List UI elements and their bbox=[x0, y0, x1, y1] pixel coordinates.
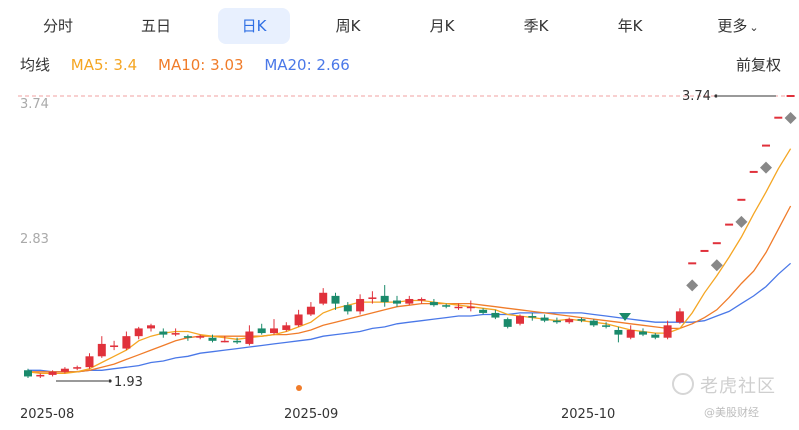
candle-body bbox=[405, 298, 414, 304]
candle-body bbox=[356, 298, 365, 312]
candle-body bbox=[171, 333, 180, 335]
signal-down-triangle-icon bbox=[619, 313, 631, 321]
candle-body bbox=[85, 356, 94, 368]
high-marker-label: 3.74 bbox=[682, 89, 711, 104]
candle-body bbox=[528, 316, 537, 318]
ma20-line bbox=[28, 262, 792, 373]
candle-body bbox=[565, 319, 574, 323]
candle-body bbox=[183, 336, 192, 338]
candle-body bbox=[24, 370, 32, 377]
candle-body bbox=[516, 316, 524, 324]
candle-body bbox=[245, 331, 254, 344]
y-tick-label: 2.83 bbox=[20, 232, 49, 247]
candle-body bbox=[294, 314, 303, 326]
candle-body bbox=[97, 343, 106, 357]
ma5-line bbox=[27, 148, 792, 375]
candle-body bbox=[306, 306, 315, 315]
candle-body bbox=[257, 328, 266, 334]
tab-monthly-k[interactable]: 月K bbox=[429, 17, 455, 35]
tab-yearly-k[interactable]: 年K bbox=[617, 17, 643, 35]
candle-body bbox=[282, 325, 291, 330]
candle-body bbox=[393, 300, 401, 304]
watermark-logo: 老虎社区 bbox=[672, 372, 776, 398]
x-tick-label: 2025-09 bbox=[284, 407, 338, 422]
candle-body bbox=[147, 325, 155, 329]
candle-body bbox=[429, 302, 438, 306]
candle-body bbox=[319, 292, 328, 304]
candle-body bbox=[614, 329, 623, 335]
candle-body bbox=[466, 306, 475, 309]
low-marker-label: 1.93 bbox=[114, 375, 143, 390]
candle-body bbox=[233, 340, 242, 343]
candle-body bbox=[602, 325, 611, 327]
tiger-logo-icon bbox=[672, 373, 694, 395]
candle-body bbox=[651, 334, 660, 338]
tab-more[interactable]: 更多 ⌄ bbox=[700, 8, 776, 44]
candle-body bbox=[503, 319, 512, 327]
period-tab-bar: 分时 五日 日K 周K 月K 季K 年K 更多 ⌄ bbox=[0, 6, 799, 46]
candle-body bbox=[134, 328, 143, 337]
candle-body bbox=[540, 317, 549, 321]
ma10-line bbox=[28, 205, 792, 373]
candle-body bbox=[159, 331, 168, 335]
x-tick-label: 2025-08 bbox=[20, 407, 74, 422]
low-marker-dot bbox=[108, 379, 112, 383]
candle-body bbox=[589, 320, 598, 326]
x-tick-label: 2025-10 bbox=[561, 407, 615, 422]
y-tick-label: 3.74 bbox=[20, 97, 49, 112]
adjustment-mode-button[interactable]: 前复权 bbox=[735, 56, 781, 74]
limit-up-marker-diamond bbox=[760, 161, 772, 174]
limit-up-marker-diamond bbox=[710, 259, 723, 272]
candle-body bbox=[380, 295, 389, 303]
candle-body bbox=[639, 331, 647, 335]
candle-body bbox=[442, 305, 451, 307]
tab-quarterly-k[interactable]: 季K bbox=[523, 17, 549, 35]
tab-weekly-k[interactable]: 周K bbox=[335, 17, 361, 35]
chevron-down-icon: ⌄ bbox=[749, 21, 759, 34]
tab-daily-k[interactable]: 日K bbox=[218, 8, 290, 44]
candle-body bbox=[663, 325, 672, 338]
high-marker-dot bbox=[714, 94, 718, 98]
candle-body bbox=[626, 329, 635, 338]
candle-body bbox=[368, 297, 377, 299]
event-dot-icon bbox=[296, 385, 302, 391]
candle-body bbox=[552, 320, 561, 323]
tab-intraday[interactable]: 分时 bbox=[42, 17, 73, 35]
watermark-text: 老虎社区 bbox=[700, 376, 776, 397]
limit-up-marker-diamond bbox=[784, 112, 797, 124]
tab-more-label: 更多 bbox=[717, 17, 748, 35]
moving-average-legend: 均线 MA5: 3.4 MA10: 3.03 MA20: 2.66 bbox=[20, 54, 366, 76]
candle-body bbox=[454, 306, 463, 309]
candle-body bbox=[73, 367, 82, 369]
limit-up-marker-diamond bbox=[686, 279, 699, 292]
legend-ma10: MA10: 3.03 bbox=[158, 56, 244, 74]
candle-body bbox=[208, 337, 217, 341]
legend-ma20: MA20: 2.66 bbox=[264, 56, 350, 74]
limit-up-marker-diamond bbox=[735, 215, 748, 228]
tab-five-day[interactable]: 五日 bbox=[140, 17, 171, 35]
candle-body bbox=[196, 336, 205, 338]
legend-label: 均线 bbox=[20, 56, 51, 74]
candle-body bbox=[479, 309, 488, 313]
candle-body bbox=[110, 345, 119, 348]
candle-body bbox=[36, 374, 45, 377]
candle-body bbox=[60, 368, 69, 372]
candle-body bbox=[122, 336, 131, 349]
candle-body bbox=[675, 311, 684, 323]
candle-body bbox=[491, 312, 500, 318]
candle-body bbox=[331, 295, 340, 304]
candle-body bbox=[577, 319, 586, 321]
candle-body bbox=[270, 328, 278, 334]
legend-ma5: MA5: 3.4 bbox=[70, 56, 138, 74]
candle-body bbox=[417, 298, 426, 301]
candle-body bbox=[48, 371, 57, 375]
candle-body bbox=[220, 340, 229, 343]
candle-body bbox=[343, 305, 352, 312]
watermark-subtext: @美股财经 bbox=[704, 406, 759, 419]
